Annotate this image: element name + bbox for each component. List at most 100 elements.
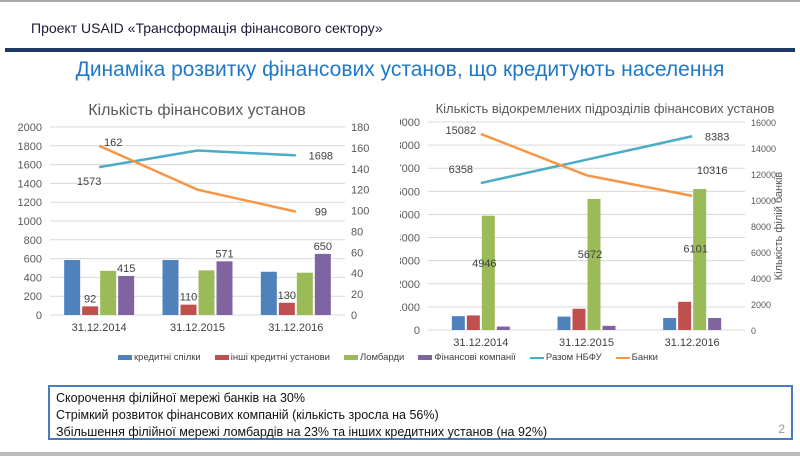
top-border (0, 0, 800, 2)
data-label: 1573 (77, 176, 101, 188)
y2-tick-label: 0 (351, 310, 357, 322)
y-tick-label: 1000 (400, 302, 420, 314)
bottom-border (0, 452, 800, 456)
y-tick-label: 5000 (400, 209, 420, 221)
y-tick-label: 7000 (400, 163, 420, 175)
y2-tick-label: 80 (351, 226, 363, 238)
y2-tick-label: 16000 (751, 118, 776, 128)
summary-box: Скорочення філійної мережі банків на 30%… (48, 385, 793, 440)
bar-3 (708, 317, 722, 330)
y-tick-label: 0 (36, 310, 42, 322)
legend-label: інші кредитні установи (230, 352, 330, 363)
legend-other-credit: інші кредитні установи (214, 352, 330, 363)
chart-title: Кількість відокремлених підрозділів фіна… (436, 101, 775, 116)
bar-0 (451, 316, 465, 330)
x-tick-label: 31.12.2014 (453, 337, 508, 349)
y2-tick-label: 4000 (751, 274, 771, 284)
y2-tick-label: 6000 (751, 248, 771, 258)
x-tick-label: 31.12.2016 (665, 337, 720, 349)
bar-1 (278, 302, 295, 315)
data-label: 650 (314, 241, 332, 253)
y-tick-label: 600 (24, 254, 42, 266)
data-label: 8383 (705, 131, 729, 143)
bar-3 (216, 261, 233, 315)
bar-2 (587, 198, 601, 330)
y2-tick-label: 100 (351, 206, 369, 218)
y-tick-label: 0 (414, 325, 420, 337)
summary-line: Стрімкий розвиток фінансових компаній (к… (56, 408, 439, 422)
y2-tick-label: 8000 (751, 222, 771, 232)
data-label: 4946 (472, 258, 496, 270)
y2-tick-label: 0 (751, 326, 756, 336)
y-tick-label: 400 (24, 272, 42, 284)
y-tick-label: 800 (24, 235, 42, 247)
y-tick-label: 8000 (400, 140, 420, 152)
y2-tick-label: 160 (351, 143, 369, 155)
bar-1 (678, 301, 692, 330)
y-tick-label: 1400 (18, 178, 42, 190)
data-label: 1698 (309, 150, 333, 162)
data-label: 5672 (578, 249, 602, 261)
bar-2 (693, 188, 707, 330)
legend-label: Ломбарди (359, 352, 405, 363)
bar-2 (296, 272, 313, 315)
page-number: 2 (778, 422, 785, 436)
line-4 (480, 135, 693, 185)
bar-2 (100, 270, 117, 315)
bar-3 (496, 326, 510, 330)
data-label: 6358 (449, 164, 473, 176)
line-5 (98, 144, 297, 213)
data-label: 162 (104, 137, 122, 149)
data-label: 15082 (446, 125, 477, 137)
bar-1 (180, 304, 197, 315)
y-tick-label: 1600 (18, 160, 42, 172)
bar-0 (64, 260, 81, 315)
y2-axis-label: Кількість філій банків (773, 172, 785, 281)
bar-3 (314, 253, 331, 315)
legend: кредитні спілки інші кредитні установи Л… (118, 352, 658, 363)
bar-0 (557, 316, 571, 330)
legend-banks: Банки (615, 352, 658, 363)
y-tick-label: 3000 (400, 256, 420, 268)
bar-1 (572, 308, 586, 330)
y-tick-label: 9000 (400, 117, 420, 129)
y-tick-label: 2000 (18, 122, 42, 134)
summary-line: Скорочення філійної мережі банків на 30% (56, 391, 305, 405)
header-divider (5, 48, 795, 52)
bar-2 (481, 215, 495, 330)
data-label: 415 (117, 263, 135, 275)
data-label: 6101 (683, 243, 707, 255)
bar-0 (663, 317, 677, 330)
data-label: 571 (215, 248, 233, 260)
chart-title: Кількість фінансових установ (88, 102, 306, 119)
x-tick-label: 31.12.2016 (268, 322, 323, 334)
bar-0 (260, 271, 277, 315)
y2-tick-label: 2000 (751, 300, 771, 310)
bar-2 (198, 270, 215, 315)
y-tick-label: 6000 (400, 186, 420, 198)
project-name: Проект USAID «Трансформація фінансового … (31, 20, 383, 36)
y2-tick-label: 120 (351, 185, 369, 197)
slide-title: Динаміка розвитку фінансових установ, що… (75, 58, 725, 81)
legend-label: Разом НБФУ (545, 352, 602, 363)
y-tick-label: 1000 (18, 216, 42, 228)
y2-tick-label: 180 (351, 122, 369, 134)
data-label: 99 (315, 207, 327, 219)
x-tick-label: 31.12.2015 (559, 337, 614, 349)
y2-tick-label: 60 (351, 247, 363, 259)
legend-credit-unions: кредитні спілки (118, 352, 201, 363)
y2-tick-label: 40 (351, 268, 363, 280)
bar-0 (162, 260, 179, 315)
y2-tick-label: 140 (351, 164, 369, 176)
legend-label: Фінансові компанії (434, 352, 516, 363)
data-label: 92 (84, 293, 96, 305)
legend-total-nbfu: Разом НБФУ (529, 352, 602, 363)
data-label: 130 (278, 290, 296, 302)
bar-3 (118, 275, 135, 315)
legend-fin-companies: Фінансові компанії (418, 352, 516, 363)
summary-line: Збільшення філійної мережі ломбардів на … (56, 425, 548, 439)
x-tick-label: 31.12.2015 (170, 322, 225, 334)
x-tick-label: 31.12.2014 (72, 322, 127, 334)
legend-label: Банки (631, 352, 658, 363)
legend-label: кредитні спілки (134, 352, 201, 363)
